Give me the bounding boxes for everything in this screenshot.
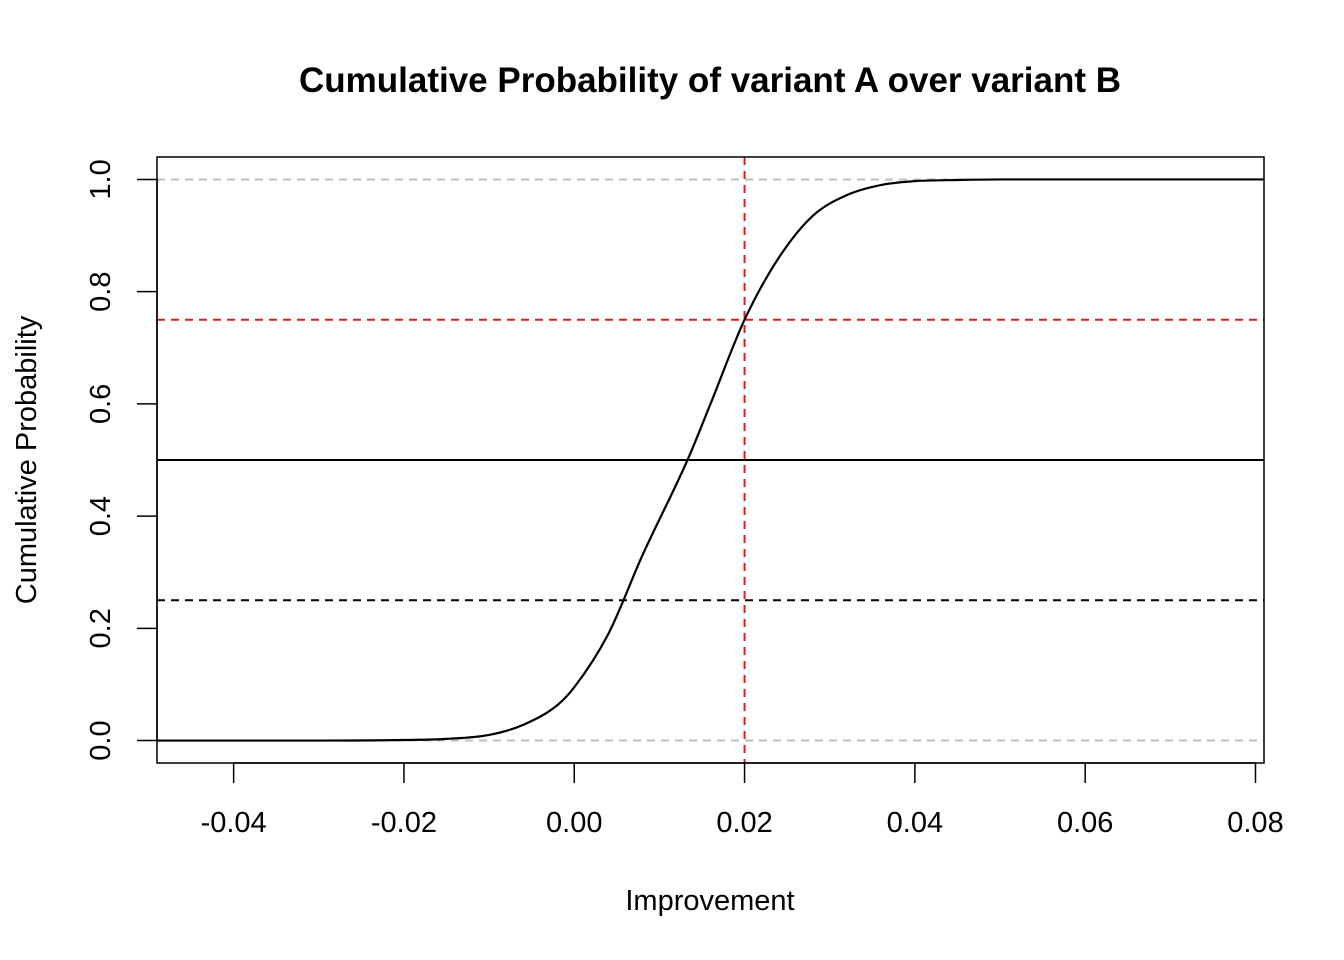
- y-tick-label: 0.4: [85, 496, 117, 536]
- x-tick-label: -0.02: [371, 807, 437, 839]
- y-axis-label: Cumulative Probability: [11, 315, 43, 604]
- x-tick-label: -0.04: [201, 807, 267, 839]
- series-layer: [156, 178, 1264, 742]
- y-tick-label: 0.8: [85, 272, 117, 312]
- y-tick-label: 1.0: [85, 159, 117, 199]
- cumulative-curve: [156, 178, 1264, 742]
- x-axis-label: Improvement: [625, 885, 794, 917]
- y-axis: 0.0 0.2 0.4 0.6 0.8 1.0: [85, 159, 158, 761]
- y-tick-label: 0.0: [85, 720, 117, 760]
- reference-lines: [157, 157, 1264, 763]
- x-tick-label: 0.08: [1227, 807, 1283, 839]
- y-tick-label: 0.2: [85, 608, 117, 648]
- x-tick-label: 0.02: [716, 807, 772, 839]
- x-axis: -0.04 -0.02 0.00 0.02 0.04 0.06 0.08: [201, 762, 1284, 839]
- y-tick-label: 0.6: [85, 384, 117, 424]
- x-tick-label: 0.00: [546, 807, 602, 839]
- chart-title: Cumulative Probability of variant A over…: [299, 61, 1121, 100]
- x-tick-label: 0.06: [1057, 807, 1113, 839]
- x-tick-label: 0.04: [887, 807, 943, 839]
